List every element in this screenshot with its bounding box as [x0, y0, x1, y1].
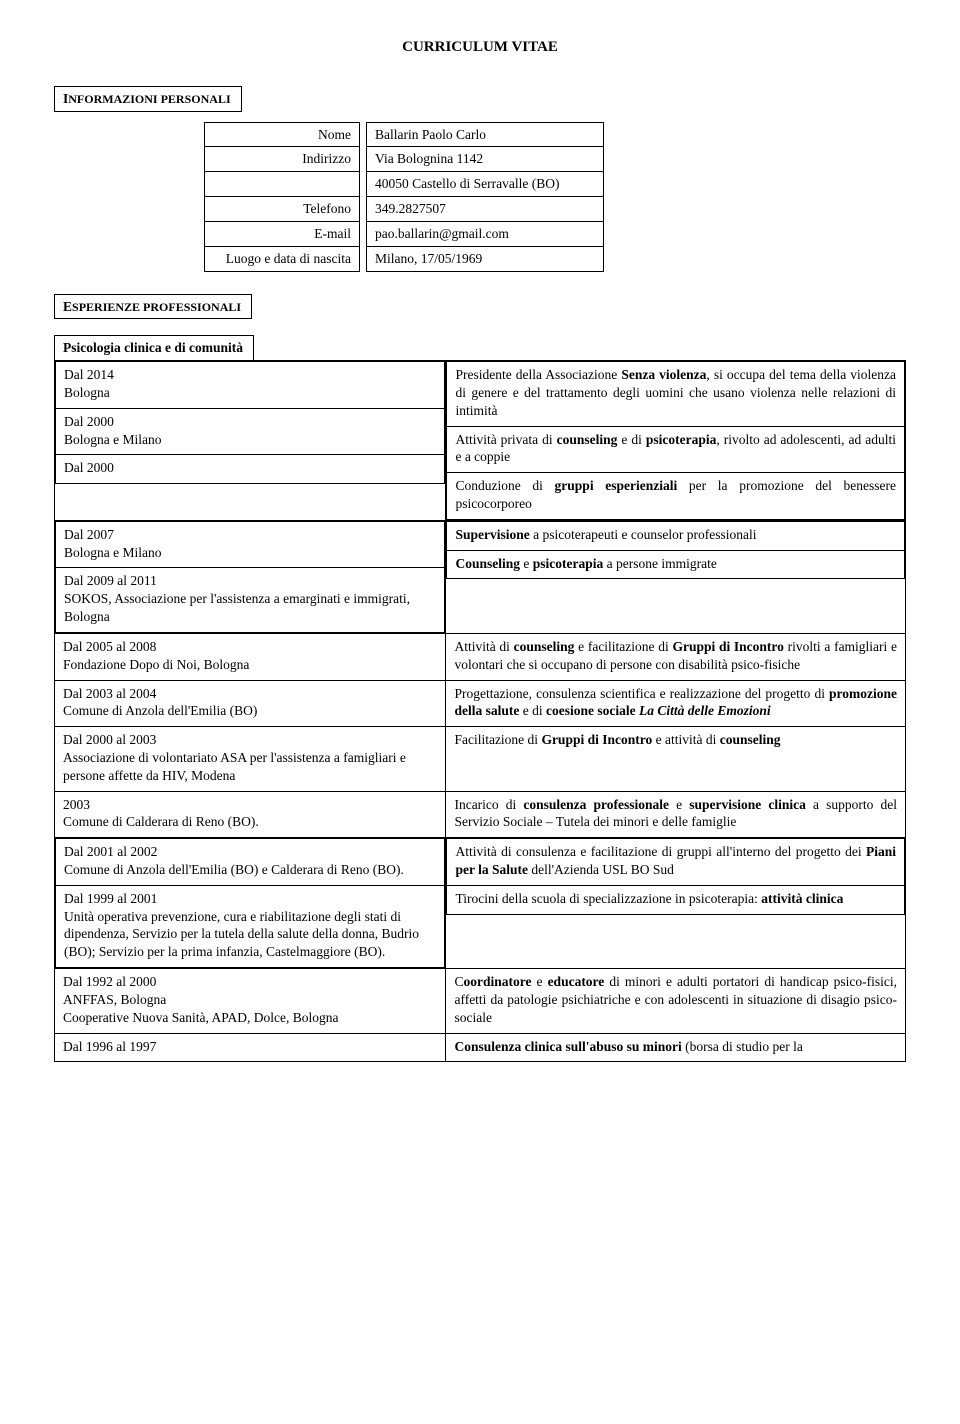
experience-left: Dal 2014BolognaDal 2000Bologna e MilanoD…	[55, 361, 446, 521]
experience-right-sub: Counseling e psicoterapia a persone immi…	[447, 550, 905, 579]
experience-left: Dal 1996 al 1997	[55, 1033, 446, 1062]
experience-row-group: Dal 2014BolognaDal 2000Bologna e MilanoD…	[55, 361, 906, 521]
personal-info-heading: INFORMAZIONI PERSONALI	[54, 86, 242, 112]
info-value: Ballarin Paolo Carlo	[367, 122, 604, 147]
personal-info-table: Nome Ballarin Paolo Carlo Indirizzo Via Bol…	[204, 122, 604, 272]
subsection-heading: Psicologia clinica e di comunità	[54, 335, 254, 361]
exp-date: 2003	[63, 796, 437, 814]
exp-org: Associazione di volontariato ASA per l'a…	[63, 749, 437, 785]
experience-right-sub: Supervisione a psicoterapeuti e counselo…	[447, 521, 905, 550]
experience-right: Progettazione, consulenza scientifica e …	[446, 680, 906, 727]
experience-left: 2003Comune di Calderara di Reno (BO).	[55, 791, 446, 838]
info-value: pao.ballarin@gmail.com	[367, 221, 604, 246]
exp-date: Dal 1992 al 2000	[63, 973, 437, 991]
experience-left-sub: Dal 2009 al 2011SOKOS, Associazione per …	[56, 568, 445, 632]
exp-date: Dal 2014	[64, 366, 436, 384]
exp-date: Dal 2000	[64, 459, 436, 477]
experience-left: Dal 2003 al 2004Comune di Anzola dell'Em…	[55, 680, 446, 727]
exp-date: Dal 2000	[64, 413, 436, 431]
exp-org: Bologna	[64, 384, 436, 402]
info-label: Telefono	[205, 197, 360, 222]
info-value: 349.2827507	[367, 197, 604, 222]
experience-right: Facilitazione di Gruppi di Incontro e at…	[446, 727, 906, 791]
document-title: CURRICULUM VITAE	[54, 38, 906, 58]
info-value: 40050 Castello di Serravalle (BO)	[367, 172, 604, 197]
exp-org: ANFFAS, Bologna	[63, 991, 437, 1009]
info-row: E-mail pao.ballarin@gmail.com	[205, 221, 604, 246]
experience-left-sub: Dal 2001 al 2002Comune di Anzola dell'Em…	[56, 839, 445, 886]
exp-date: Dal 2000 al 2003	[63, 731, 437, 749]
info-label: Nome	[205, 122, 360, 147]
experience-row-group: Dal 1996 al 1997 Consulenza clinica sull'…	[55, 1033, 906, 1062]
experience-right-sub: Conduzione di gruppi esperienziali per l…	[447, 473, 905, 520]
exp-org: Fondazione Dopo di Noi, Bologna	[63, 656, 437, 674]
info-row: Nome Ballarin Paolo Carlo	[205, 122, 604, 147]
experience-row-group: Dal 1992 al 2000ANFFAS, BolognaCooperati…	[55, 969, 906, 1033]
experience-row-group: Dal 2003 al 2004Comune di Anzola dell'Em…	[55, 680, 906, 727]
experience-row-group: Dal 2000 al 2003Associazione di volontar…	[55, 727, 906, 791]
exp-org: Comune di Anzola dell'Emilia (BO)	[63, 702, 437, 720]
experience-left: Dal 1992 al 2000ANFFAS, BolognaCooperati…	[55, 969, 446, 1033]
exp-date: Dal 2009 al 2011	[64, 572, 436, 590]
experience-left-sub: Dal 1999 al 2001Unità operativa prevenzi…	[56, 885, 445, 967]
info-label	[205, 172, 360, 197]
info-label: Indirizzo	[205, 147, 360, 172]
exp-org: SOKOS, Associazione per l'assistenza a e…	[64, 590, 436, 626]
experience-right: Consulenza clinica sull'abuso su minori …	[446, 1033, 906, 1062]
experience-right: Incarico di consulenza professionale e s…	[446, 791, 906, 838]
exp-date: Dal 2001 al 2002	[64, 843, 436, 861]
exp-org: Unità operativa prevenzione, cura e riab…	[64, 908, 436, 961]
exp-date: Dal 2003 al 2004	[63, 685, 437, 703]
experience-right: Supervisione a psicoterapeuti e counselo…	[446, 520, 906, 633]
experience-left: Dal 2001 al 2002Comune di Anzola dell'Em…	[55, 838, 446, 969]
info-row: 40050 Castello di Serravalle (BO)	[205, 172, 604, 197]
experience-right: Presidente della Associazione Senza viol…	[446, 361, 906, 521]
experience-left: Dal 2000 al 2003Associazione di volontar…	[55, 727, 446, 791]
info-row: Indirizzo Via Bolognina 1142	[205, 147, 604, 172]
professional-experience-heading: ESPERIENZE PROFESSIONALI	[54, 294, 252, 320]
experience-right: Attività di consulenza e facilitazione d…	[446, 838, 906, 969]
exp-date: Dal 2005 al 2008	[63, 638, 437, 656]
experience-row-group: Dal 2005 al 2008Fondazione Dopo di Noi, …	[55, 633, 906, 680]
experience-left-sub: Dal 2007Bologna e Milano	[56, 521, 445, 568]
experience-left-sub: Dal 2014Bologna	[56, 362, 445, 409]
experience-right-sub: Attività privata di counseling e di psic…	[447, 426, 905, 473]
heading-rest: SPERIENZE PROFESSIONALI	[72, 300, 241, 314]
experience-left-sub: Dal 2000Bologna e Milano	[56, 408, 445, 455]
experience-row-group: Dal 2007Bologna e MilanoDal 2009 al 2011…	[55, 520, 906, 633]
experience-table: Dal 2014BolognaDal 2000Bologna e MilanoD…	[54, 360, 906, 1062]
experience-right: Coordinatore e educatore di minori e adu…	[446, 969, 906, 1033]
experience-right-sub: Tirocini della scuola di specializzazion…	[447, 885, 905, 914]
info-row: Telefono 349.2827507	[205, 197, 604, 222]
exp-date: Dal 1996 al 1997	[63, 1038, 437, 1056]
info-label: Luogo e data di nascita	[205, 246, 360, 271]
heading-rest: NFORMAZIONI PERSONALI	[68, 92, 230, 106]
info-row: Luogo e data di nascita Milano, 17/05/196…	[205, 246, 604, 271]
exp-org: Comune di Calderara di Reno (BO).	[63, 813, 437, 831]
info-label: E-mail	[205, 221, 360, 246]
experience-right: Attività di counseling e facilitazione d…	[446, 633, 906, 680]
experience-left: Dal 2007Bologna e MilanoDal 2009 al 2011…	[55, 520, 446, 633]
experience-right-sub: Attività di consulenza e facilitazione d…	[447, 839, 905, 886]
info-value: Milano, 17/05/1969	[367, 246, 604, 271]
exp-date: Dal 1999 al 2001	[64, 890, 436, 908]
exp-org: Cooperative Nuova Sanità, APAD, Dolce, B…	[63, 1009, 437, 1027]
experience-left: Dal 2005 al 2008Fondazione Dopo di Noi, …	[55, 633, 446, 680]
experience-right-sub: Presidente della Associazione Senza viol…	[447, 362, 905, 426]
experience-row-group: Dal 2001 al 2002Comune di Anzola dell'Em…	[55, 838, 906, 969]
experience-row-group: 2003Comune di Calderara di Reno (BO).Inc…	[55, 791, 906, 838]
exp-org: Comune di Anzola dell'Emilia (BO) e Cald…	[64, 861, 436, 879]
exp-org: Bologna e Milano	[64, 431, 436, 449]
info-value: Via Bolognina 1142	[367, 147, 604, 172]
exp-org: Bologna e Milano	[64, 544, 436, 562]
heading-prefix: E	[63, 299, 72, 314]
experience-left-sub: Dal 2000	[56, 455, 445, 484]
exp-date: Dal 2007	[64, 526, 436, 544]
